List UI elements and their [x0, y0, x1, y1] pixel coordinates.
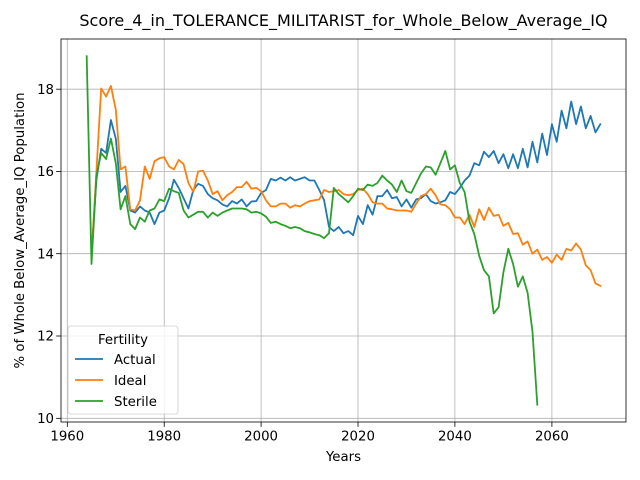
legend-box [67, 325, 179, 415]
y-tick-label: 16 [37, 165, 54, 180]
x-tick-label: 1980 [147, 430, 181, 445]
chart-title: Score_4_in_TOLERANCE_MILITARIST_for_Whol… [79, 11, 607, 31]
x-tick-label: 1960 [50, 430, 84, 445]
series-lines [85, 55, 602, 406]
x-axis-label: Years [325, 450, 361, 465]
x-tick-label: 2040 [438, 430, 472, 445]
x-tick-label: 2060 [535, 430, 569, 445]
y-tick-label: 14 [37, 247, 54, 262]
y-tick-label: 10 [37, 412, 54, 427]
x-tick-label: 2020 [341, 430, 375, 445]
y-axis-label: % of Whole Below_Average_IQ Population [13, 92, 28, 368]
axes-frame [60, 38, 627, 423]
y-tick-label: 12 [37, 330, 54, 345]
legend-label-sterile: Sterile [114, 395, 157, 410]
series-line-actual [90, 100, 602, 257]
tick-marks [56, 88, 553, 427]
legend-label-actual: Actual [114, 353, 156, 368]
legend: Fertility Actual Ideal Sterile [67, 325, 179, 415]
series-line-ideal [90, 85, 602, 288]
legend-label-ideal: Ideal [114, 374, 146, 389]
series-line-sterile [85, 55, 539, 406]
tick-labels: 1960 1980 2000 2020 2040 2060 10 12 14 16 18 [37, 83, 569, 445]
x-tick-label: 2000 [244, 430, 278, 445]
legend-title: Fertility [98, 333, 148, 348]
y-tick-label: 18 [37, 83, 54, 98]
